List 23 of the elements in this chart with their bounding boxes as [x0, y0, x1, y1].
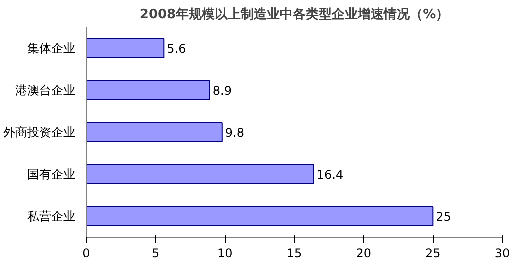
x-tick-label: 10 [218, 246, 233, 260]
data-label: 8.9 [212, 84, 232, 98]
x-tick-label: 0 [82, 246, 90, 260]
x-tick-label: 20 [356, 246, 372, 260]
chart-title: 2008年规模以上制造业中各类型企业增速情况（%） [140, 8, 450, 22]
x-tick-label: 30 [494, 246, 510, 260]
x-tick-label: 15 [286, 246, 302, 260]
x-tick-label: 5 [152, 246, 160, 260]
data-label: 25 [436, 210, 452, 224]
y-tick-label: 集体企业 [28, 42, 76, 56]
x-tick-label: 25 [426, 246, 441, 260]
y-tick-label: 私营企业 [28, 210, 76, 224]
y-tick-label: 外商投资企业 [4, 126, 76, 140]
data-label: 16.4 [316, 168, 344, 182]
bar [86, 164, 314, 184]
y-tick-label: 港澳台企业 [16, 84, 76, 98]
bar [86, 38, 165, 58]
bar [86, 122, 223, 142]
bar [86, 80, 210, 100]
bar [86, 206, 434, 226]
y-tick-label: 国有企业 [28, 168, 76, 182]
data-label: 5.6 [167, 42, 186, 56]
data-label: 9.8 [225, 126, 244, 140]
